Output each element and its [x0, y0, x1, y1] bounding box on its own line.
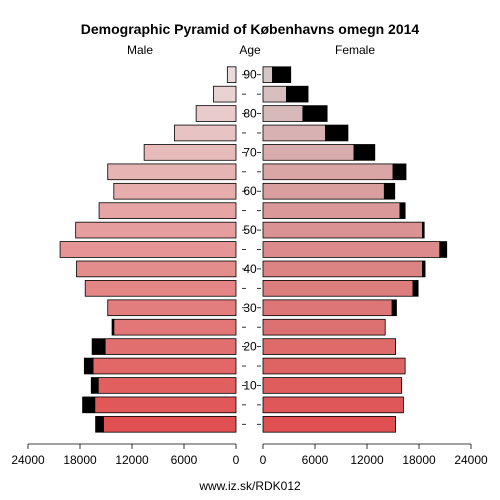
female-bar-5-9 — [262, 396, 404, 414]
age-tick-label: 10 — [243, 378, 257, 392]
female-excess-90+ — [272, 66, 292, 84]
bars-layer — [59, 66, 448, 433]
male-excess-10-14 — [90, 377, 99, 394]
male-bar-50-54 — [75, 221, 237, 239]
age-tick-label: 60 — [243, 184, 257, 198]
age-label: Age — [239, 43, 261, 57]
female-excess-50-54 — [422, 221, 425, 239]
male-bar-35-39 — [84, 280, 237, 297]
female-excess-40-44 — [422, 260, 426, 278]
female-x-tick-label: 0 — [260, 453, 267, 467]
female-bar-15-19 — [262, 357, 406, 375]
age-tick-label: 80 — [243, 107, 257, 121]
male-excess-20-24 — [91, 338, 106, 355]
male-bar-25-29 — [113, 318, 237, 336]
female-bar-70-74 — [262, 144, 355, 161]
male-excess-0-4 — [95, 415, 104, 433]
female-bar-0-4 — [262, 415, 397, 433]
female-bar-55-59 — [262, 202, 401, 219]
female-excess-70-74 — [353, 144, 376, 161]
female-excess-80-84 — [302, 105, 328, 122]
age-tick-label: 40 — [243, 262, 257, 276]
male-excess-5-9 — [82, 396, 96, 414]
female-bar-50-54 — [262, 221, 423, 239]
male-label: Male — [127, 43, 153, 57]
male-bar-65-69 — [107, 163, 237, 181]
source-label: www.iz.sk/RDK012 — [198, 479, 301, 493]
female-bar-65-69 — [262, 163, 394, 181]
female-bar-60-64 — [262, 182, 385, 200]
male-bar-20-24 — [104, 338, 237, 355]
female-excess-65-69 — [392, 163, 407, 181]
female-bar-35-39 — [262, 280, 414, 297]
male-x-tick-label: 0 — [233, 453, 240, 467]
age-tick-label: 50 — [243, 223, 257, 237]
female-bar-30-34 — [262, 299, 393, 317]
male-bar-5-9 — [94, 396, 237, 414]
age-tick-label: 30 — [243, 301, 257, 315]
female-x-tick-label: 24000 — [454, 453, 488, 467]
female-bar-85-89 — [262, 85, 287, 103]
female-bar-75-79 — [262, 124, 326, 142]
female-x-tick-label: 12000 — [350, 453, 384, 467]
male-x-tick-label: 18000 — [63, 453, 97, 467]
female-excess-60-64 — [383, 182, 396, 200]
female-excess-35-39 — [412, 280, 419, 297]
axes-layer: 10 20 30 40 50 60 70 80 90 24000 18000 12000 6000 0 0 6… — [11, 68, 488, 467]
female-excess-55-59 — [399, 202, 406, 219]
female-bar-45-49 — [262, 241, 441, 258]
female-bar-25-29 — [262, 318, 386, 336]
chart-title: Demographic Pyramid of Københavns omegn … — [81, 21, 420, 37]
male-bar-15-19 — [92, 357, 237, 375]
male-bar-90+ — [226, 66, 237, 84]
female-excess-45-49 — [439, 241, 448, 258]
age-tick-label: 70 — [243, 145, 257, 159]
female-bar-90+ — [262, 66, 273, 84]
female-excess-30-34 — [391, 299, 397, 317]
male-x-tick-label: 6000 — [171, 453, 198, 467]
female-bar-20-24 — [262, 338, 397, 355]
male-bar-10-14 — [97, 377, 237, 394]
male-excess-25-29 — [111, 318, 115, 336]
male-x-tick-label: 24000 — [11, 453, 45, 467]
male-bar-40-44 — [76, 260, 237, 278]
female-excess-75-79 — [324, 124, 349, 142]
female-x-tick-label: 6000 — [302, 453, 329, 467]
male-bar-80-84 — [195, 105, 237, 122]
male-excess-15-19 — [83, 357, 94, 375]
female-bar-10-14 — [262, 377, 403, 394]
female-excess-85-89 — [285, 85, 309, 103]
male-bar-45-49 — [59, 241, 237, 258]
age-tick-label: 90 — [243, 68, 257, 82]
male-bar-30-34 — [107, 299, 237, 317]
male-bar-55-59 — [98, 202, 237, 219]
male-bar-60-64 — [113, 182, 237, 200]
age-tick-label: 20 — [243, 340, 257, 354]
male-bar-0-4 — [103, 415, 237, 433]
female-label: Female — [335, 43, 375, 57]
female-x-tick-label: 18000 — [402, 453, 436, 467]
male-bar-75-79 — [174, 124, 237, 142]
female-bar-40-44 — [262, 260, 423, 278]
male-bar-70-74 — [143, 144, 237, 161]
female-bar-80-84 — [262, 105, 304, 122]
male-bar-85-89 — [213, 85, 237, 103]
male-x-tick-label: 12000 — [115, 453, 149, 467]
